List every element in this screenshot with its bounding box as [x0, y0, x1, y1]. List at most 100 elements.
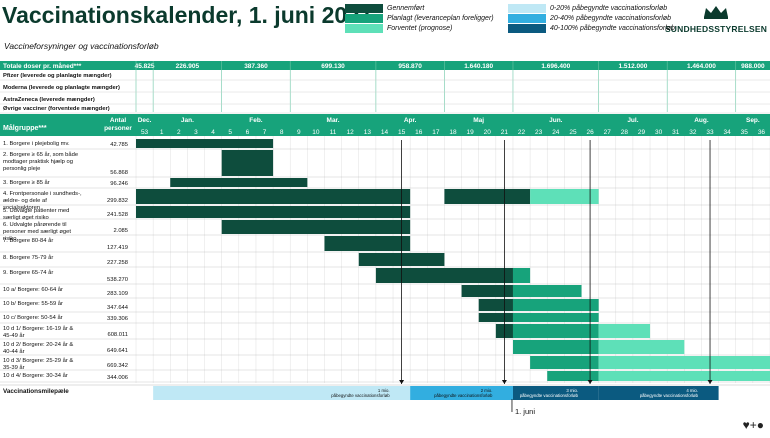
- group-label: særligt øget risiko: [3, 215, 49, 221]
- week-label: 10: [312, 129, 320, 136]
- schedule-bar: [598, 324, 651, 338]
- schedule-bar: [512, 285, 582, 297]
- group-label: personlig pleje: [3, 166, 40, 172]
- legend-item: Forventet (prognose): [345, 24, 515, 34]
- crown-icon: [704, 6, 728, 19]
- group-label: risiko: [3, 236, 17, 242]
- month-label: Jun.: [549, 117, 563, 124]
- schedule-bar: [478, 299, 513, 311]
- schedule-bar: [512, 268, 531, 283]
- month-label: Sep.: [746, 117, 760, 124]
- group-label: 40-44 år: [3, 348, 25, 355]
- month-total: 1.512.000: [618, 63, 647, 70]
- schedule-bar: [512, 324, 599, 338]
- milestone-text: påbegyndte vaccinationsforløb: [520, 393, 579, 398]
- week-label: 21: [501, 129, 509, 136]
- group-persons: 538.270: [107, 277, 128, 283]
- week-label: 17: [432, 129, 440, 136]
- group-persons: 649.641: [107, 348, 128, 354]
- week-label: 18: [449, 129, 457, 136]
- supply-row-label: Pfizer (leverede og planlagte mængder): [3, 73, 112, 79]
- month-label: Feb.: [249, 117, 263, 124]
- legend-swatch: [345, 4, 383, 13]
- month-total: 988.000: [741, 63, 765, 70]
- schedule-bar: [547, 371, 599, 381]
- supply-row-label: Moderna (leverede og planlagte mængder): [3, 85, 120, 91]
- week-label: 12: [347, 129, 355, 136]
- week-label: 30: [655, 129, 663, 136]
- group-label: 10 d 3/ Borgere: 25-29 år &: [3, 357, 73, 364]
- page-subtitle: Vaccineforsyninger og vaccinationsforløb: [4, 41, 159, 51]
- legend-item: Planlagt (leveranceplan foreligger): [345, 14, 515, 24]
- week-label: 29: [638, 129, 646, 136]
- group-label: 10 b/ Borgere: 55-59 år: [3, 300, 63, 307]
- week-label: 2: [177, 129, 181, 136]
- table-header-band: [0, 114, 770, 136]
- schedule-bar: [136, 189, 411, 204]
- legend-label: 0-20% påbegyndte vaccinationsforløb: [550, 5, 668, 12]
- group-label: 5. Udvalgte patienter med: [3, 208, 69, 214]
- schedule-bar: [598, 340, 685, 354]
- month-label: Maj: [473, 117, 484, 124]
- group-label: 8. Borgere 75-79 år: [3, 254, 53, 261]
- group-label: modtager praktisk hjælp og: [3, 159, 73, 165]
- month-label: Mar.: [327, 117, 340, 124]
- week-label: 35: [741, 129, 749, 136]
- milestone-text: 1 mio.: [378, 388, 390, 393]
- week-label: 26: [586, 129, 594, 136]
- week-label: 15: [398, 129, 406, 136]
- milestone-text: 2 mio.: [481, 388, 493, 393]
- milestone-bar: [512, 386, 599, 400]
- schedule-bar: [512, 340, 599, 354]
- week-label: 16: [415, 129, 423, 136]
- group-label: 2. Borgere ≥ 65 år, som både: [3, 151, 78, 158]
- schedule-bar: [221, 150, 274, 176]
- milestone-bar: [153, 386, 411, 400]
- group-persons: 56.868: [110, 170, 128, 176]
- page-title: Vaccinationskalender, 1. juni 2021: [2, 2, 373, 28]
- persons-column-header: personer: [104, 125, 132, 132]
- week-label: 6: [246, 129, 250, 136]
- group-label: socialsektoren: [3, 205, 40, 211]
- milestone-bar: [410, 386, 513, 400]
- group-column-header: Målgruppe***: [3, 124, 47, 132]
- schedule-bar: [375, 268, 513, 283]
- group-persons: 127.419: [107, 245, 128, 251]
- schedule-bar: [478, 313, 513, 322]
- legend-swatch: [508, 24, 546, 33]
- group-label: personer med særligt øget: [3, 229, 71, 235]
- week-label: 14: [381, 129, 389, 136]
- week-label: 1: [160, 129, 164, 136]
- group-label: ældre- og dele af: [3, 198, 47, 204]
- group-persons: 96.246: [110, 181, 128, 187]
- group-persons: 344.006: [107, 375, 128, 381]
- group-label: 35-39 år: [3, 364, 25, 371]
- group-label: 7. Borgere 80-84 år: [3, 237, 53, 244]
- schedule-bar: [512, 313, 599, 322]
- week-label: 22: [518, 129, 526, 136]
- legend-label: Planlagt (leveranceplan foreligger): [387, 15, 494, 22]
- schedule-bar: [136, 139, 274, 148]
- schedule-bar: [170, 178, 308, 187]
- milestone-arrowhead: [399, 380, 405, 384]
- group-persons: 283.109: [107, 291, 128, 297]
- week-label: 31: [672, 129, 680, 136]
- group-label: 6. Udvalgte pårørende til: [3, 221, 66, 228]
- persons-column-header: Antal: [110, 117, 126, 124]
- month-label: Apr.: [404, 117, 417, 124]
- group-persons: 608.011: [107, 332, 128, 338]
- month-label: Aug.: [694, 117, 709, 124]
- week-label: 3: [194, 129, 198, 136]
- milestone-bar: [598, 386, 719, 400]
- schedule-bar: [461, 285, 513, 297]
- supply-row-label: AstraZeneca (leverede mængder): [3, 97, 95, 103]
- week-label: 20: [484, 129, 492, 136]
- week-label: 34: [724, 129, 732, 136]
- week-label: 33: [706, 129, 714, 136]
- week-label: 23: [535, 129, 543, 136]
- legend-item: 20-40% påbegyndte vaccinationsforløb: [508, 14, 678, 24]
- group-label: 10 c/ Borgere: 50-54 år: [3, 314, 63, 321]
- month-total: 958.870: [398, 63, 422, 70]
- group-label: 10 d 1/ Borgere: 16-19 år &: [3, 325, 73, 332]
